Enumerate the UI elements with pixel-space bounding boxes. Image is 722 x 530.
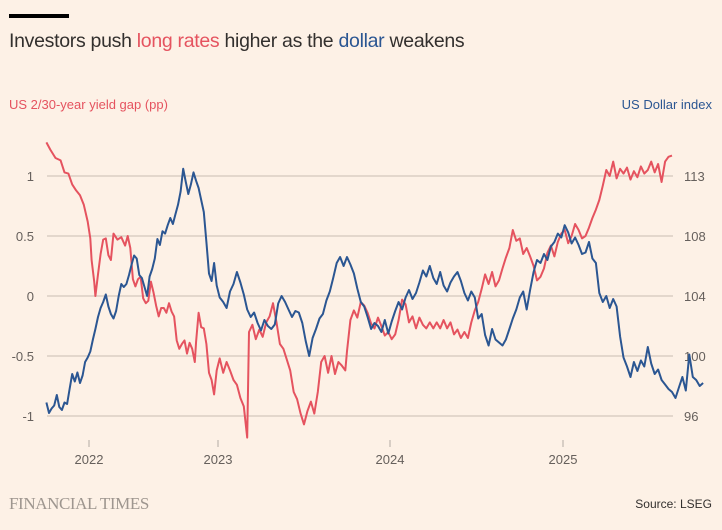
right-tick-label: 96 [684,409,698,424]
title-text: weakens [384,30,465,52]
left-axis-title: US 2/30-year yield gap (pp) [9,97,168,112]
right-tick-label: 113 [684,169,705,184]
ft-logo: FINANCIAL TIMES [9,494,149,513]
left-tick-label: -0.5 [12,349,34,364]
title-text: higher as the [219,30,339,52]
yield-gap-line [45,141,673,439]
dollar-index-line [45,167,704,414]
title-highlight-dollar: dollar [338,30,385,52]
left-axis-ticks: 1 0.5 0 -0.5 -1 [12,169,34,424]
x-tick-label: 2022 [75,452,104,467]
chart-title: Investors push long rates higher as the … [9,30,465,53]
title-highlight-long-rates: long rates [136,30,220,52]
right-tick-label: 100 [684,349,706,364]
ft-top-rule [9,14,69,18]
x-tick-label: 2023 [204,452,233,467]
series-lines [45,141,704,439]
title-text: Investors push [9,30,137,52]
x-tick-label: 2024 [376,452,405,467]
left-tick-label: 1 [27,169,34,184]
left-tick-label: 0 [27,289,34,304]
source-note: Source: LSEG [635,497,712,511]
right-axis-title: US Dollar index [621,97,712,112]
left-tick-label: -1 [22,409,34,424]
x-axis-ticks: 2022 2023 2024 2025 [75,440,578,467]
right-tick-label: 108 [684,229,706,244]
left-tick-label: 0.5 [16,229,34,244]
x-tick-label: 2025 [549,452,578,467]
right-tick-label: 104 [684,289,706,304]
